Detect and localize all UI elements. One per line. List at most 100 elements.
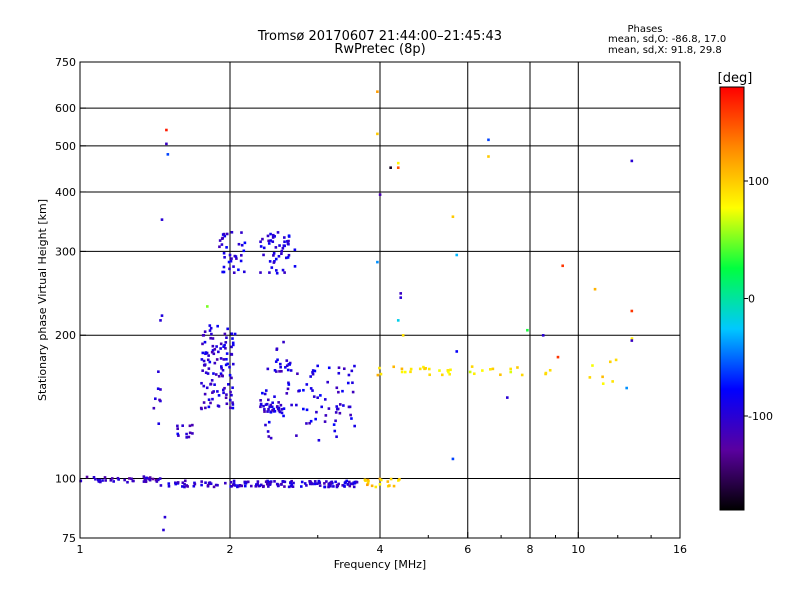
data-point bbox=[269, 410, 272, 414]
data-point bbox=[355, 480, 359, 484]
data-point bbox=[556, 355, 560, 359]
data-point bbox=[234, 255, 238, 258]
data-point bbox=[202, 359, 206, 363]
data-point bbox=[143, 477, 147, 480]
data-point bbox=[332, 485, 335, 488]
data-point bbox=[295, 434, 298, 437]
data-point bbox=[240, 231, 243, 234]
data-point bbox=[376, 260, 379, 264]
data-point bbox=[316, 364, 320, 368]
data-point bbox=[287, 239, 290, 243]
data-point bbox=[282, 340, 285, 344]
data-point bbox=[225, 402, 229, 406]
data-point bbox=[231, 341, 235, 345]
phase-stats-o: mean, sd,O: -86.8, 17.0 bbox=[608, 34, 726, 45]
x-tick-label: 16 bbox=[673, 543, 687, 556]
data-point bbox=[273, 235, 276, 238]
data-point bbox=[224, 363, 228, 367]
data-point bbox=[254, 484, 258, 488]
data-point bbox=[183, 483, 186, 486]
data-point bbox=[332, 423, 336, 426]
data-point bbox=[280, 369, 283, 373]
data-point bbox=[188, 424, 192, 428]
data-point bbox=[209, 482, 213, 486]
data-point bbox=[302, 388, 305, 392]
data-point bbox=[222, 232, 226, 236]
data-point bbox=[228, 253, 232, 257]
data-point bbox=[206, 372, 210, 375]
data-point bbox=[143, 478, 147, 482]
data-point bbox=[499, 373, 502, 377]
data-point bbox=[275, 370, 278, 373]
data-point bbox=[468, 370, 472, 374]
data-point bbox=[319, 394, 322, 397]
data-point bbox=[271, 401, 274, 405]
data-point bbox=[270, 266, 274, 269]
data-point bbox=[166, 153, 170, 156]
data-point bbox=[158, 477, 162, 480]
data-point bbox=[311, 369, 315, 372]
data-point bbox=[338, 403, 342, 406]
data-point bbox=[309, 480, 312, 484]
data-point bbox=[287, 234, 291, 238]
data-point bbox=[287, 362, 291, 366]
data-point bbox=[211, 391, 214, 394]
data-point bbox=[262, 484, 265, 488]
data-point bbox=[396, 166, 400, 170]
data-point bbox=[231, 403, 235, 406]
data-point bbox=[348, 405, 352, 409]
data-point bbox=[268, 405, 271, 409]
data-point bbox=[255, 483, 258, 486]
data-point bbox=[225, 352, 229, 355]
data-point bbox=[262, 404, 265, 408]
data-point bbox=[152, 406, 156, 410]
data-point bbox=[290, 403, 293, 407]
data-point bbox=[334, 419, 337, 423]
data-point bbox=[237, 268, 240, 272]
data-point bbox=[222, 358, 226, 361]
data-point bbox=[285, 392, 289, 395]
data-point bbox=[327, 366, 331, 370]
data-point bbox=[374, 485, 378, 489]
data-point bbox=[316, 396, 319, 400]
data-point bbox=[286, 256, 290, 259]
data-point bbox=[335, 405, 339, 408]
y-axis-label: Stationary phase Virtual Height [km] bbox=[36, 199, 49, 401]
data-point bbox=[200, 480, 203, 483]
data-point bbox=[335, 485, 339, 489]
data-point bbox=[92, 476, 96, 479]
data-point bbox=[244, 481, 248, 485]
data-point bbox=[208, 329, 212, 332]
data-point bbox=[267, 485, 270, 488]
data-point bbox=[269, 436, 273, 440]
data-point bbox=[548, 368, 552, 372]
data-point bbox=[341, 484, 345, 487]
data-point bbox=[338, 411, 342, 415]
data-point bbox=[400, 370, 404, 374]
y-tick-label: 300 bbox=[55, 245, 76, 258]
data-point bbox=[608, 360, 612, 364]
data-point bbox=[267, 239, 270, 243]
data-point bbox=[215, 345, 218, 348]
data-point bbox=[205, 386, 209, 390]
data-point bbox=[230, 332, 234, 336]
data-point bbox=[327, 482, 331, 486]
data-point bbox=[630, 309, 634, 313]
data-point bbox=[230, 484, 234, 488]
colorbar-ticks: 100 0 -100 bbox=[744, 175, 773, 423]
data-point bbox=[311, 389, 314, 392]
data-point bbox=[229, 406, 232, 410]
colorbar-label: [deg] bbox=[718, 71, 753, 86]
data-point bbox=[298, 389, 301, 392]
data-point bbox=[157, 422, 161, 425]
data-point bbox=[265, 482, 269, 486]
data-point bbox=[409, 370, 412, 374]
colorbar-tick-label: -100 bbox=[748, 410, 773, 423]
data-point bbox=[242, 249, 246, 253]
data-point bbox=[191, 423, 194, 427]
data-point bbox=[327, 485, 330, 489]
data-point bbox=[263, 408, 266, 411]
data-point bbox=[266, 234, 270, 238]
data-point bbox=[275, 271, 279, 275]
data-point bbox=[222, 345, 225, 348]
